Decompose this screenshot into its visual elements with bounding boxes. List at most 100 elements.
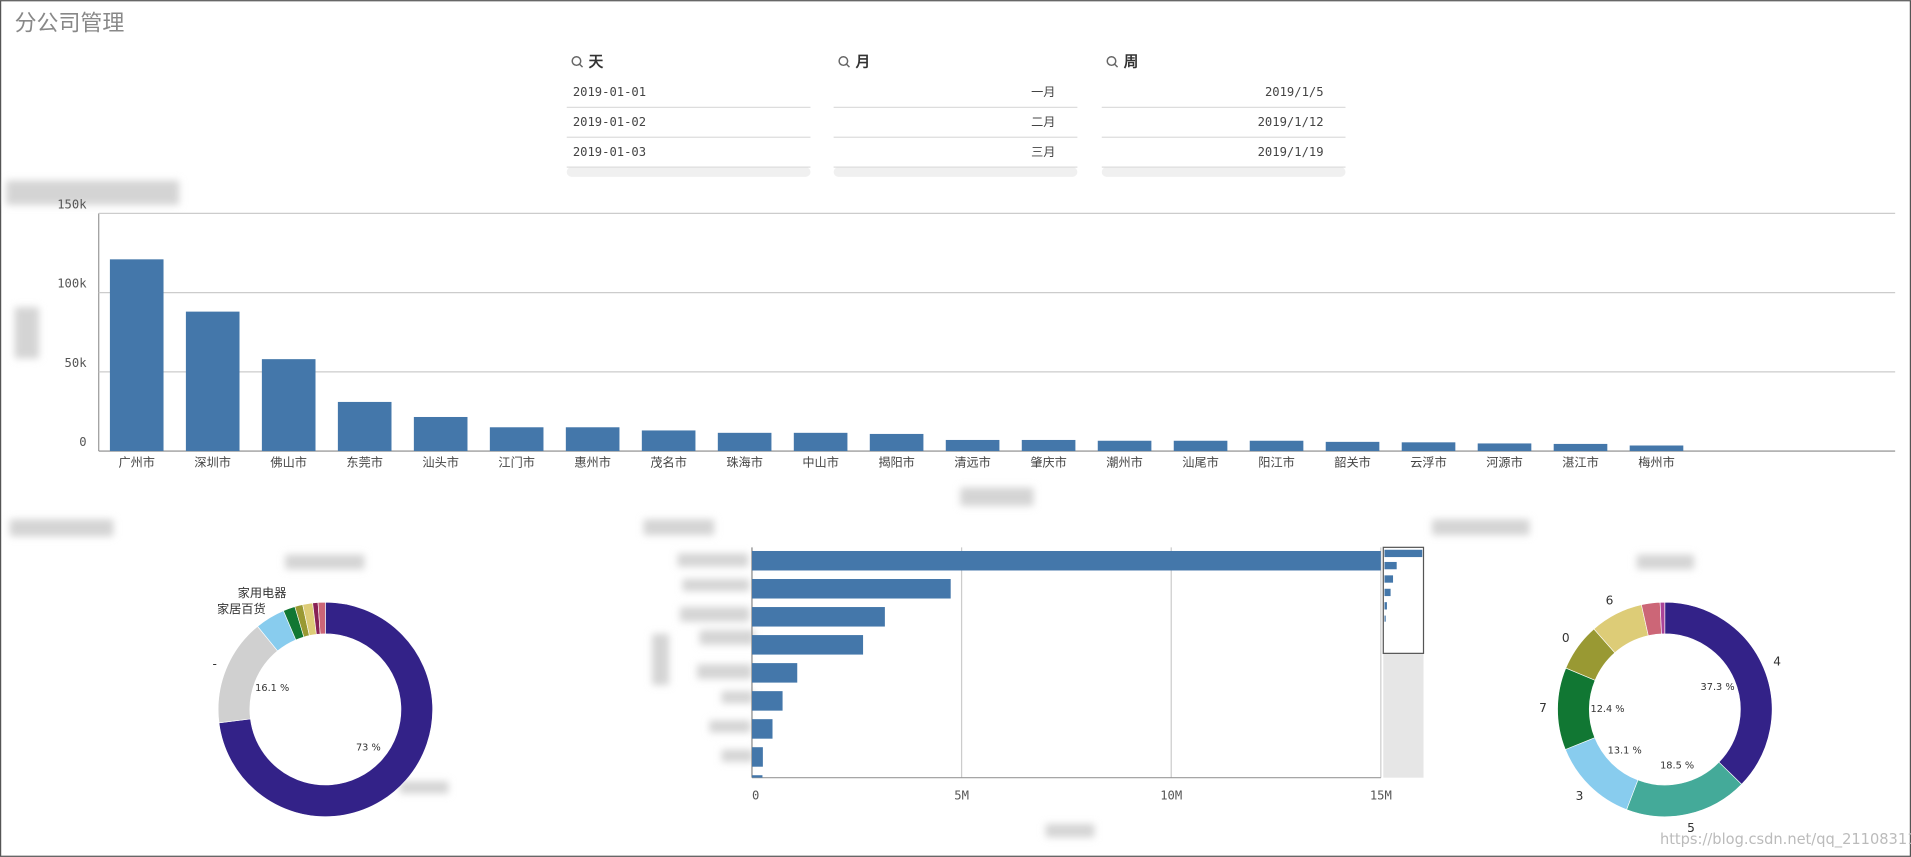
x-tick-label: 江门市 <box>498 455 535 470</box>
icon-handle <box>578 63 584 68</box>
bar[interactable] <box>1477 443 1532 452</box>
bar[interactable] <box>1249 440 1304 452</box>
value-label: 37.3 % <box>1701 682 1735 693</box>
x-tick-label: 云浮市 <box>1410 455 1447 470</box>
filter-item[interactable]: 2019/1/12 <box>1258 115 1324 129</box>
filter-title: 周 <box>1124 53 1139 70</box>
bar[interactable] <box>1021 439 1076 452</box>
bar[interactable] <box>751 775 763 795</box>
bar[interactable] <box>413 416 468 452</box>
y-tick-label: 50k <box>65 356 88 370</box>
filter-item[interactable]: 2019/1/19 <box>1258 145 1324 159</box>
filter-item[interactable]: 2019-01-01 <box>573 85 646 99</box>
bar[interactable] <box>1401 442 1456 452</box>
value-label: 16.1 % <box>255 683 289 694</box>
bar[interactable] <box>751 607 885 627</box>
filter-item[interactable]: 一月 <box>1031 85 1055 99</box>
bar[interactable] <box>717 432 772 452</box>
filter-footer <box>566 167 811 177</box>
bar[interactable] <box>751 747 763 767</box>
filter-item[interactable]: 2019-01-02 <box>573 115 646 129</box>
bar[interactable] <box>185 311 240 452</box>
redacted-label <box>285 554 365 570</box>
redacted-label <box>721 749 754 762</box>
pie-segment[interactable] <box>218 601 433 817</box>
minimap-bars <box>1384 549 1423 622</box>
filter-footer <box>1101 167 1346 177</box>
bar[interactable] <box>641 430 696 452</box>
x-tick-label: 东莞市 <box>346 455 383 470</box>
redacted-label <box>1432 519 1530 536</box>
redacted-labels <box>6 180 1695 838</box>
x-tick-label: 汕头市 <box>422 455 459 470</box>
bar[interactable] <box>109 259 164 452</box>
x-tick-label: 10M <box>1160 788 1182 802</box>
bar[interactable] <box>751 691 783 711</box>
x-tick-label: 广州市 <box>118 455 155 470</box>
redacted-label <box>399 781 449 794</box>
search-icon <box>571 56 584 68</box>
filter-list[interactable]: 天 2019-01-01 2019-01-02 2019-01-03 <box>566 53 811 177</box>
filter-item[interactable]: 三月 <box>1031 145 1055 159</box>
filter-footer <box>833 167 1078 177</box>
bar[interactable] <box>751 719 773 739</box>
redacted-label <box>677 553 749 567</box>
filter-title: 天 <box>589 53 604 70</box>
bar[interactable] <box>869 433 924 452</box>
bar[interactable] <box>1173 440 1228 452</box>
redacted-label <box>721 691 754 704</box>
x-tick-label: 揭阳市 <box>878 455 915 470</box>
filter-item[interactable]: 2019-01-03 <box>573 145 646 159</box>
bar[interactable] <box>489 427 544 452</box>
bar[interactable] <box>751 635 864 655</box>
y-tick-label: 150k <box>57 197 87 211</box>
x-tick-label: 梅州市 <box>1638 455 1675 470</box>
bar[interactable] <box>337 401 392 452</box>
category-label: 4 <box>1773 655 1781 669</box>
redacted-label <box>1045 823 1095 838</box>
icon-handle <box>1114 63 1119 68</box>
search-icon <box>1106 56 1119 68</box>
x-tick-label: 5M <box>954 788 969 802</box>
pie-segment[interactable] <box>317 601 326 635</box>
redacted-label <box>960 487 1034 506</box>
category-label: 0 <box>1562 631 1570 645</box>
bar[interactable] <box>1325 441 1380 452</box>
redacted-label <box>9 519 114 537</box>
minimap[interactable] <box>1382 546 1425 778</box>
filter-item[interactable]: 2019/1/5 <box>1265 85 1324 99</box>
icon-circle <box>1106 56 1117 67</box>
x-tick-label: 深圳市 <box>194 455 231 470</box>
bar[interactable] <box>751 663 798 683</box>
category-label: 家居百货 <box>217 601 266 616</box>
filter-list[interactable]: 周 2019/1/5 2019/1/12 2019/1/19 <box>1101 53 1346 177</box>
bar[interactable] <box>1553 443 1608 452</box>
category-label: 5 <box>1687 821 1695 835</box>
bar[interactable] <box>751 550 1381 571</box>
bar[interactable] <box>945 439 1000 452</box>
value-label: 18.5 % <box>1660 760 1694 771</box>
x-tick-label: 佛山市 <box>270 455 307 470</box>
redacted-label <box>709 720 751 733</box>
bar[interactable] <box>1629 445 1684 452</box>
bar[interactable] <box>565 427 620 452</box>
x-tick-label: 茂名市 <box>650 455 687 470</box>
filter-item[interactable]: 二月 <box>1031 115 1055 129</box>
value-label: 12.4 % <box>1590 704 1624 715</box>
bar[interactable] <box>751 579 951 599</box>
pie-segment[interactable] <box>1664 601 1773 785</box>
pie-segment[interactable] <box>1659 601 1666 635</box>
redacted-label <box>652 633 670 686</box>
bar[interactable] <box>1097 440 1152 452</box>
bar[interactable] <box>793 432 848 452</box>
category-label: 3 <box>1576 789 1584 803</box>
icon-circle <box>838 56 849 67</box>
x-tick-label: 0 <box>752 788 759 802</box>
category-label: 6 <box>1606 593 1614 607</box>
bar[interactable] <box>261 359 316 452</box>
x-tick-label: 韶关市 <box>1334 455 1371 470</box>
watermark: https://blog.csdn.net/qq_21108311 <box>1660 831 1911 848</box>
